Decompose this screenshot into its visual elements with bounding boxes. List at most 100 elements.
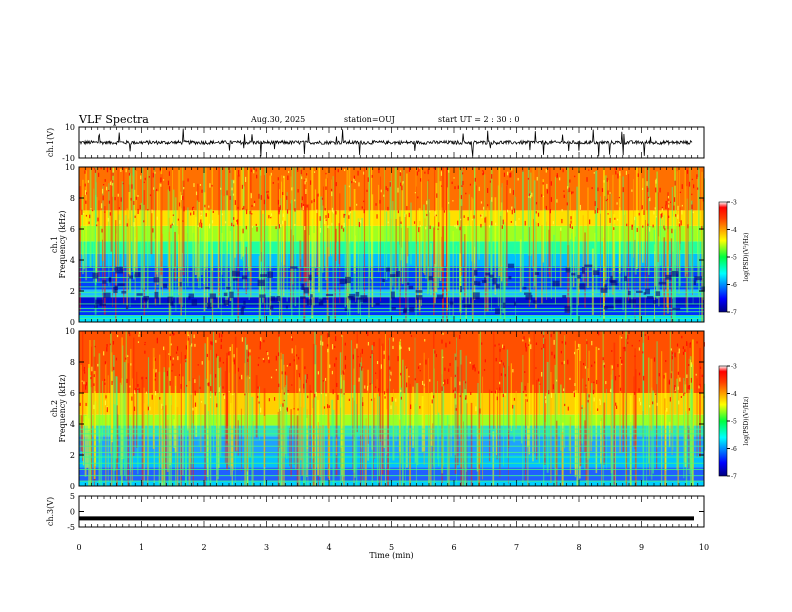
psd-streak	[672, 352, 674, 451]
psd-speckle	[517, 177, 519, 181]
psd-low-patch	[188, 296, 191, 300]
psd-streak	[477, 383, 479, 486]
psd-streak	[89, 169, 92, 268]
psd-streak	[245, 246, 247, 295]
start-time-label: start UT = 2 : 30 : 0	[438, 115, 520, 124]
psd-speckle	[459, 334, 461, 339]
psd-speckle	[106, 407, 108, 413]
psd-speckle	[282, 213, 284, 218]
psd-speckle	[284, 371, 286, 375]
psd-low-patch	[95, 299, 103, 305]
psd-speckle	[237, 367, 240, 372]
psd-streak	[544, 422, 546, 456]
psd-streak	[213, 331, 215, 452]
psd-speckle	[154, 390, 157, 396]
psd-speckle	[324, 208, 326, 211]
psd-streak	[633, 376, 635, 447]
psd-speckle	[172, 332, 174, 336]
psd-speckle	[90, 376, 92, 380]
psd-speckle	[400, 221, 402, 224]
psd-speckle	[209, 183, 211, 188]
psd-streak	[231, 179, 234, 317]
psd-speckle	[344, 355, 347, 360]
psd-speckle	[684, 349, 686, 352]
psd-speckle	[109, 212, 111, 216]
psd-speckle	[417, 196, 419, 199]
psd-streak	[352, 397, 354, 472]
psd-speckle	[602, 357, 604, 361]
psd-speckle	[313, 171, 316, 173]
psd-low-patch	[125, 305, 129, 310]
psd-streak	[134, 189, 136, 275]
psd-streak	[541, 225, 543, 304]
psd-streak	[198, 375, 200, 448]
psd-speckle	[655, 178, 657, 184]
psd-speckle	[405, 367, 408, 369]
psd-streak	[137, 388, 139, 475]
psd-streak	[98, 200, 100, 282]
psd-speckle	[591, 187, 593, 190]
psd-low-patch	[627, 290, 631, 296]
narrowband-line	[79, 433, 704, 435]
psd-speckle	[288, 170, 290, 174]
psd-low-patch	[428, 275, 433, 281]
psd-speckle	[224, 221, 227, 224]
psd-streak	[533, 180, 536, 287]
psd-streak	[152, 348, 155, 449]
psd-speckle	[325, 186, 327, 190]
psd-speckle	[592, 389, 595, 395]
psd-streak	[316, 194, 319, 276]
psd-speckle	[184, 355, 186, 360]
psd-speckle	[399, 339, 402, 341]
psd-streak	[679, 167, 681, 269]
psd-speckle	[81, 209, 83, 215]
psd-speckle	[560, 227, 562, 231]
psd-speckle	[140, 175, 142, 180]
psd-speckle	[559, 177, 561, 181]
psd-speckle	[671, 352, 674, 355]
psd-streak	[689, 167, 691, 290]
psd-streak	[579, 360, 582, 467]
psd-streak	[344, 184, 346, 307]
psd-speckle	[267, 351, 269, 356]
psd-streak	[479, 331, 482, 463]
psd-speckle	[699, 383, 701, 388]
psd-streak	[255, 375, 258, 438]
psd-speckle	[306, 173, 308, 176]
psd-streak	[135, 170, 138, 269]
psd-streak	[147, 404, 149, 486]
psd-low-patch	[390, 291, 395, 299]
psd-speckle	[561, 208, 563, 212]
psd-speckle	[465, 395, 467, 400]
psd-streak	[211, 249, 214, 322]
psd-speckle	[133, 222, 135, 227]
psd-streak	[389, 181, 392, 312]
psd-speckle	[555, 379, 558, 382]
psd-speckle	[504, 393, 506, 396]
psd-streak	[672, 216, 674, 272]
narrowband-line	[79, 270, 704, 272]
psd-speckle	[180, 383, 182, 389]
psd-speckle	[560, 350, 562, 354]
xtick-label: 7	[514, 543, 519, 552]
psd-streak	[320, 196, 323, 301]
psd-speckle	[481, 214, 483, 219]
psd-speckle	[317, 193, 319, 197]
psd-speckle	[315, 391, 317, 397]
psd-speckle	[550, 392, 553, 398]
colorbar-tick-label: -3	[731, 364, 737, 371]
psd-streak	[663, 237, 666, 317]
psd-speckle	[282, 192, 284, 195]
psd-speckle	[621, 359, 623, 364]
psd-speckle	[687, 385, 689, 390]
psd-speckle	[400, 389, 402, 392]
psd-speckle	[192, 207, 194, 211]
psd-low-patch	[269, 305, 274, 310]
psd-band	[79, 425, 704, 437]
psd-speckle	[304, 226, 306, 231]
psd-speckle	[246, 209, 248, 215]
psd-streak	[122, 393, 124, 459]
psd-low-patch	[643, 292, 646, 295]
psd-speckle	[141, 377, 143, 380]
psd-streak	[455, 245, 457, 294]
